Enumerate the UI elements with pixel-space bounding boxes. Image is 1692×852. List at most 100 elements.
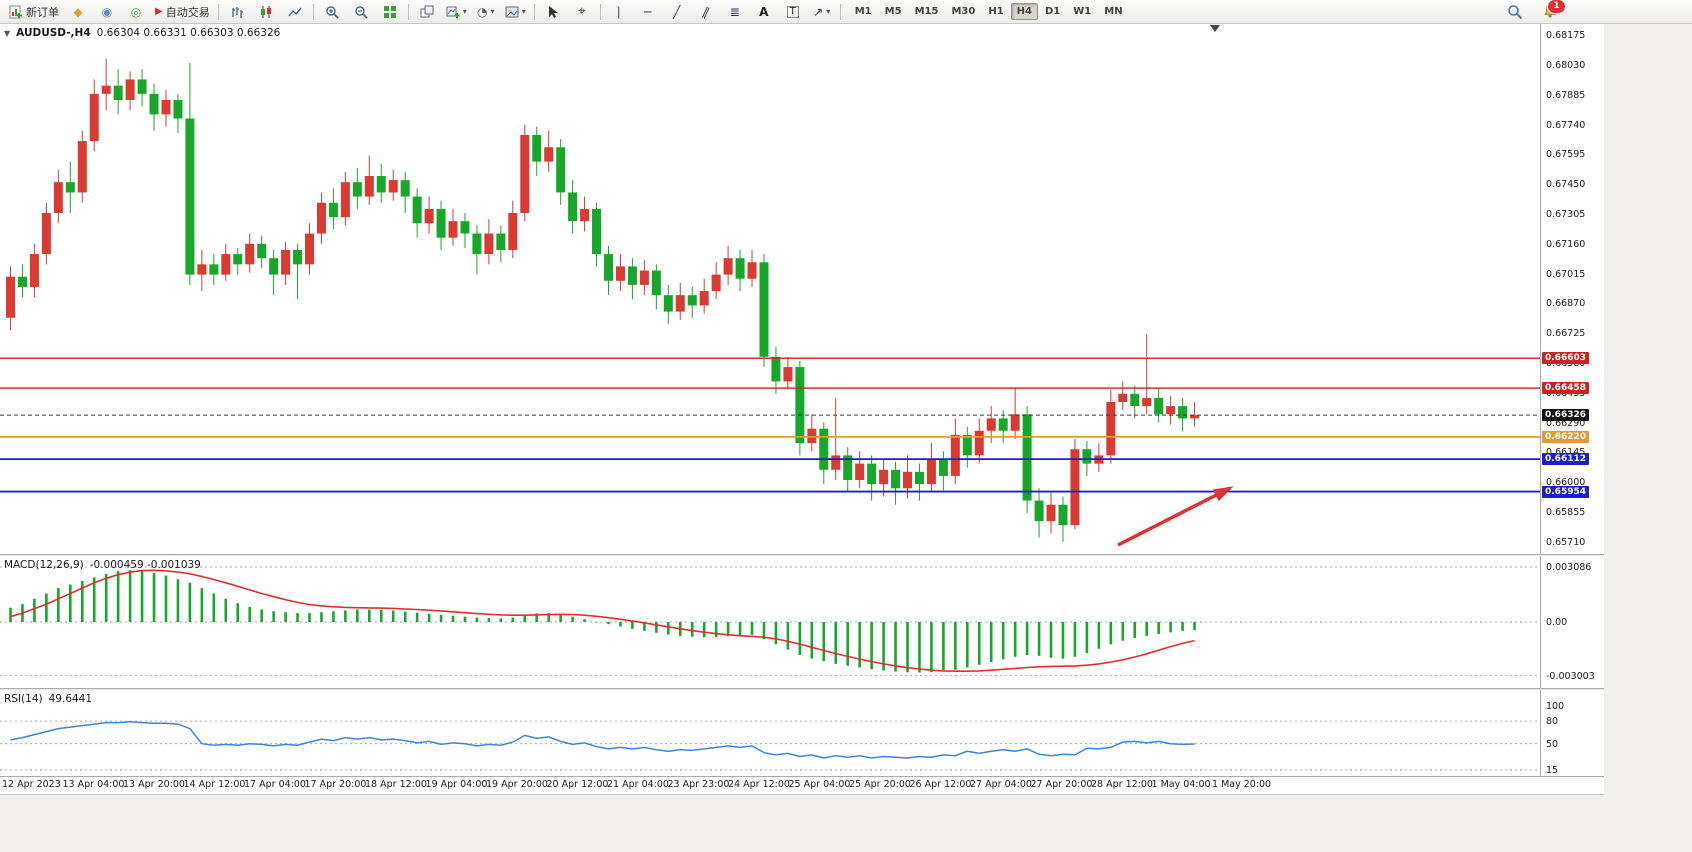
chart-ohlc-header: ▼ AUDUSD-,H4 0.66304 0.66331 0.66303 0.6… — [4, 27, 280, 39]
notifications-button[interactable]: 1 — [1537, 0, 1566, 23]
price-axis[interactable]: 0.68175 0.68030 0.67885 0.67740 0.67595 0.674… — [1540, 24, 1604, 554]
tf-button-H1[interactable]: H1 — [988, 6, 1004, 17]
trend-arrow[interactable] — [1117, 486, 1231, 547]
macd-bar — [607, 622, 610, 625]
tf-button-MN[interactable]: MN — [1104, 6, 1123, 17]
cascade-windows-button[interactable] — [413, 1, 441, 23]
candlestick-icon — [259, 5, 273, 19]
tf-button-H4[interactable]: H4 — [1010, 3, 1038, 20]
label-tool-button[interactable]: T — [779, 1, 807, 23]
chart-bars-button[interactable] — [223, 1, 251, 23]
toolbar-separator — [599, 3, 601, 20]
macd-bar — [45, 593, 48, 622]
macd-bar — [9, 607, 12, 622]
price-axis-label: 0.66145 — [1546, 447, 1585, 458]
sounds-button[interactable]: ◎ — [122, 1, 150, 23]
new-chart-icon — [446, 5, 460, 19]
tf-button-M30[interactable]: M30 — [951, 6, 976, 17]
period-button[interactable]: ◔ ▾ — [472, 1, 500, 23]
time-axis-label: 13 Apr 04:00 — [62, 779, 125, 790]
one-click-trading-toggle[interactable]: ▼ — [4, 28, 11, 38]
symbol-period-label: AUDUSD-,H4 — [16, 27, 91, 39]
shapes-tool-button[interactable]: ↗ ▾ — [808, 1, 836, 23]
macd-bar — [296, 613, 299, 622]
new-chart-button[interactable]: ▾ — [442, 1, 471, 23]
macd-bar — [152, 572, 156, 622]
time-axis-label: 25 Apr 20:00 — [849, 779, 911, 790]
tf-button-M1[interactable]: M1 — [854, 6, 872, 17]
guide-button[interactable]: ◆ — [64, 1, 92, 23]
toolbar-separator — [312, 3, 314, 20]
chart-candles-button[interactable] — [252, 1, 280, 23]
arrow-tool-icon: ↗ — [813, 4, 824, 19]
macd-chart[interactable] — [0, 556, 1540, 688]
macd-bar — [80, 580, 84, 622]
macd-bar — [1169, 622, 1172, 633]
candlestick-chart[interactable] — [0, 24, 1540, 554]
panel-splitter[interactable] — [0, 554, 1604, 556]
text-tool-icon: A — [759, 4, 769, 19]
rsi-axis[interactable]: 100 80 50 15 — [1540, 690, 1604, 776]
macd-bar — [1049, 622, 1053, 658]
trendline-icon: ╱ — [673, 4, 681, 19]
vertical-line-tool-button[interactable]: ∣ — [605, 1, 633, 23]
bar-chart-icon — [230, 5, 244, 19]
macd-bar — [798, 622, 802, 655]
macd-bar — [966, 622, 969, 668]
macd-bar — [631, 622, 634, 629]
tile-windows-icon — [383, 5, 397, 19]
macd-axis[interactable]: 0.003086 0.00 -0.003003 — [1540, 556, 1604, 688]
crosshair-button[interactable]: ⌖ — [568, 1, 596, 23]
time-axis[interactable]: 12 Apr 2023 13 Apr 04:00 13 Apr 20:00 14 Ap… — [0, 777, 1604, 794]
tf-button-M15[interactable]: M15 — [914, 6, 939, 17]
time-axis-label: 24 Apr 12:00 — [728, 779, 790, 790]
search-button[interactable] — [1501, 1, 1529, 23]
price-axis-label: 0.65710 — [1546, 536, 1586, 548]
macd-bar — [248, 606, 251, 622]
trendline-tool-button[interactable]: ╱ — [663, 1, 691, 23]
macd-axis-label: 0.003086 — [1546, 561, 1592, 573]
price-axis-label: 0.66000 — [1546, 477, 1586, 489]
community-button[interactable]: ◉ — [93, 1, 121, 23]
time-axis-label: 25 Apr 04:00 — [788, 779, 851, 790]
chart-line-button[interactable] — [281, 1, 309, 23]
tf-button-W1[interactable]: W1 — [1073, 6, 1092, 17]
text-tool-button[interactable]: A — [750, 1, 778, 23]
macd-bar — [1145, 622, 1148, 636]
macd-bar — [1013, 622, 1017, 657]
auto-trading-button[interactable]: ▶ 自动交易 — [151, 1, 214, 23]
macd-bar — [774, 622, 778, 645]
macd-bar — [547, 613, 550, 622]
macd-bar — [918, 622, 921, 673]
rsi-value: 49.6441 — [48, 693, 93, 705]
rsi-panel[interactable]: RSI(14) 49.6441 — [0, 690, 1540, 776]
cursor-button[interactable] — [539, 1, 567, 23]
template-button[interactable]: ▾ — [501, 1, 530, 23]
macd-bar — [1001, 622, 1005, 660]
macd-bar — [882, 622, 885, 671]
tf-button-M5[interactable]: M5 — [884, 6, 902, 17]
macd-panel[interactable]: MACD(12,26,9) -0.000459 -0.001039 — [0, 556, 1540, 688]
main-chart-panel[interactable]: ▼ AUDUSD-,H4 0.66304 0.66331 0.66303 0.6… — [0, 24, 1540, 554]
macd-bar — [846, 622, 849, 666]
price-axis-label: 0.67740 — [1546, 119, 1586, 131]
new-order-button[interactable]: 新订单 — [5, 1, 63, 23]
macd-bar — [834, 622, 838, 664]
candles[interactable] — [6, 58, 1200, 542]
shift-marker[interactable] — [1210, 25, 1220, 32]
panel-splitter[interactable] — [0, 688, 1604, 690]
macd-bar — [1073, 622, 1077, 657]
horizontal-line-tool-button[interactable]: ─ — [634, 1, 662, 23]
tf-button-D1[interactable]: D1 — [1044, 6, 1061, 17]
zoom-out-button[interactable] — [347, 1, 375, 23]
time-axis-label: 28 Apr 12:00 — [1091, 779, 1153, 790]
rsi-chart[interactable] — [0, 690, 1540, 776]
time-axis-label: 26 Apr 12:00 — [909, 779, 972, 790]
fibonacci-tool-button[interactable]: ≣ — [721, 1, 749, 23]
zoom-in-button[interactable] — [318, 1, 346, 23]
tile-windows-button[interactable] — [376, 1, 404, 23]
channel-tool-button[interactable]: ∥ — [692, 1, 720, 23]
macd-bar — [224, 598, 228, 622]
time-axis-label: 23 Apr 23:00 — [667, 779, 730, 790]
